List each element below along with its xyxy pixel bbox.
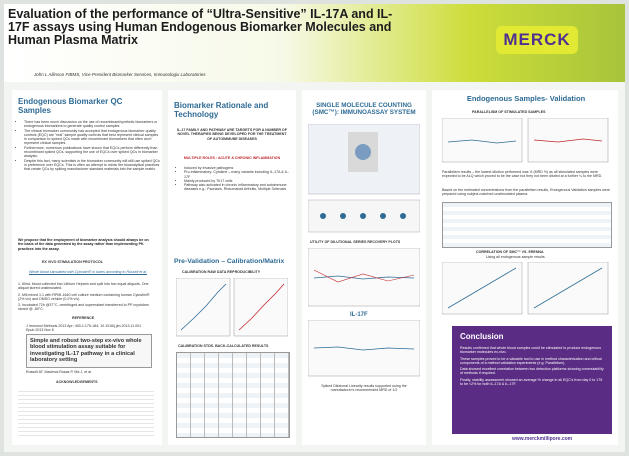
list-item: Induced by invasive pathogens [184, 166, 290, 170]
url: www.merckmillipore.com [512, 436, 573, 442]
list-item: Mainly produced by Th17 cells [184, 179, 290, 183]
callout: Simple and robust two-step ex-vivo whole… [26, 334, 152, 368]
validation-table [442, 202, 612, 248]
subheading: ACKNOWLEDGEMENTS [56, 380, 98, 384]
heading: Pre-Validation – Calibration/Matrix [174, 258, 285, 265]
list-item: 2. Mill mixed 1:1 with RPMI-1640 cell cu… [18, 292, 150, 301]
title: Evaluation of the performance of “Ultra-… [8, 7, 393, 47]
plot-title: UTILITY OF DILUTIONAL SERIES RECOVERY PL… [310, 240, 401, 244]
acknowledgement-lines [18, 388, 154, 438]
list-item: There has been much discussion on the us… [24, 120, 160, 129]
list-item: Finally, stability assessment showed an … [460, 377, 603, 387]
subheading: MULTIPLE ROLES : ACUTE & CHRONIC INFLAMM… [183, 156, 281, 160]
column-3: SINGLE MOLECULE COUNTING (SMC™): IMMUNOA… [302, 90, 426, 445]
text: Based on the estimated concentrations fr… [442, 188, 610, 197]
plot-subtitle: Using all endogenous sample results [486, 255, 545, 259]
conclusion-text: Results confirmed that whole blood sampl… [460, 346, 604, 388]
heading: SINGLE MOLECULE COUNTING (SMC™): IMMUNOA… [312, 102, 416, 116]
recovery-plot [308, 248, 420, 307]
plot-label: IL-17F [350, 312, 368, 318]
plot-title: CALIBRATION RAW DATA REPRODUCIBILITY [182, 270, 261, 274]
column-1: Endogenous Biomarker QC Samples There ha… [12, 90, 162, 445]
heading: Endogenous Samples- Validation [466, 94, 586, 103]
results-table [176, 352, 290, 438]
table-title: CALIBRATION STDS. BACK-CALCULATED RESULT… [178, 344, 269, 348]
heading: Biomarker Rationale and Technology [174, 101, 269, 119]
text: Parallelism results – the lowest dilutio… [442, 170, 603, 179]
author: John L Allinson FIBMS, Vice-President Bi… [34, 72, 206, 77]
list-item: Despite this fact, many scientists in th… [24, 159, 160, 172]
protocol-sub: Whole blood stimulated with Cytostim® in… [28, 270, 148, 274]
caption: Spiked Dilutional Linearity results supp… [321, 384, 407, 393]
list-item: These samples proved to be a valuable to… [460, 356, 602, 365]
heading: Endogenous Biomarker QC Samples [18, 97, 123, 115]
role-list: Induced by invasive pathogensPro-inflamm… [178, 166, 290, 192]
column-2: Biomarker Rationale and Technology IL-17… [168, 90, 296, 445]
recovery-plot-2 [308, 320, 420, 377]
reference: J Immunol Methods 2013 Apr; 400-1:175-18… [26, 324, 142, 333]
list-item: 1. 60mL blood collected into Lithium Hep… [18, 282, 149, 291]
conclusion-box: Conclusion Results confirmed that whole … [452, 326, 612, 434]
list-item: The clinical biomarker community has acc… [24, 129, 160, 146]
bullet-list: There has been much discussion on the us… [18, 120, 160, 172]
list-item: Results confirmed that whole blood sampl… [460, 346, 602, 355]
list-item: Pathway also activated in chronic inflam… [184, 183, 290, 192]
logo: MERCK [496, 26, 578, 54]
proposal: We propose that the employment of biomar… [18, 238, 149, 251]
subheading: EX VIVO STIMULATION PROTOCOL [42, 260, 103, 264]
callout-ref: Russell AT, Macleod-Rosas P, Ma J, et al… [26, 370, 92, 374]
heading: Conclusion [460, 332, 504, 341]
parallelism-plots [442, 118, 609, 163]
intro: IL-17 FAMILY AND PATHWAY ARE TARGETS FOR… [177, 128, 287, 141]
calibration-plots [176, 278, 288, 337]
plot-title: PARALLELISM OF STIMULATED SAMPLES [472, 110, 546, 114]
column-4: Endogenous Samples- Validation PARALLELI… [432, 90, 618, 445]
subheading: REFERENCE [72, 316, 95, 320]
list-item: 3. Incubated 72h @37°C, centrifuged and … [18, 303, 149, 312]
correlation-plots [442, 262, 609, 315]
list-item: Furthermore, numerous publications have … [24, 146, 160, 159]
steps: 1. 60mL blood collected into Lithium Hep… [18, 282, 154, 314]
technology-diagram [308, 124, 420, 233]
list-item: Data showed excellent correlation betwee… [460, 367, 604, 376]
list-item: Pro-inflammatory: Cytokine – many varian… [184, 170, 290, 179]
plot-title: CORRELATION OF SMC™ VS. ERENNA [476, 250, 544, 254]
